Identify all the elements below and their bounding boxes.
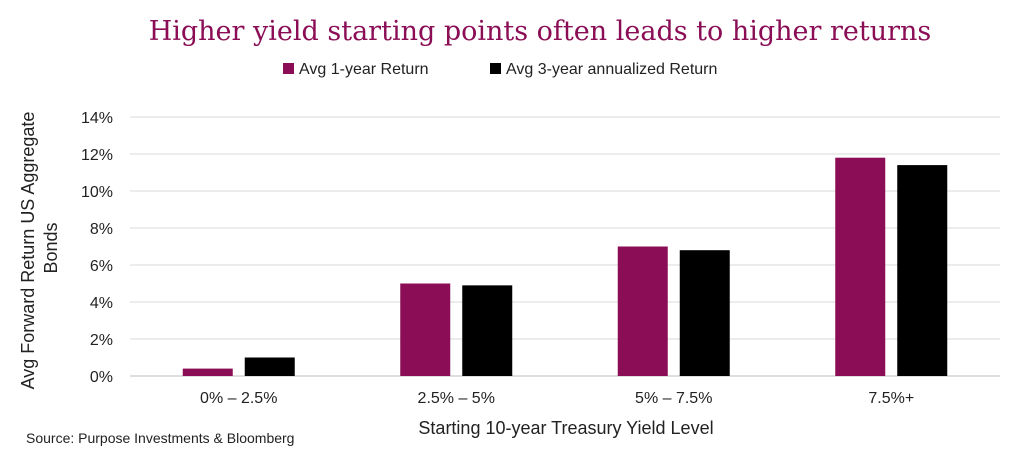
x-axis-title: Starting 10-year Treasury Yield Level [418,418,713,438]
chart-title: Higher yield starting points often leads… [149,16,932,47]
y-tick-label: 4% [90,295,113,312]
bar-1yr [617,246,668,376]
y-tick-label: 12% [81,147,113,164]
y-tick-label: 0% [90,369,113,386]
y-tick-label: 6% [90,258,113,275]
y-tick-label: 8% [90,221,113,238]
legend-label-3yr: Avg 3-year annualized Return [506,61,717,78]
bar-3yr [462,285,513,376]
source-note: Source: Purpose Investments & Bloomberg [26,430,294,446]
y-axis-title-line-1: Avg Forward Return US Aggregate [18,112,38,390]
x-tick-label: 2.5% – 5% [418,390,495,407]
y-tick-label: 2% [90,332,113,349]
bar-1yr [835,157,886,376]
x-tick-label: 0% – 2.5% [200,390,277,407]
legend-swatch-3yr [490,63,501,74]
bar-3yr [244,357,295,376]
bar-3yr [679,250,730,376]
x-tick-label: 7.5%+ [868,390,914,407]
legend: Avg 1-year Return Avg 3-year annualized … [283,61,717,78]
x-tick-label: 5% – 7.5% [635,390,712,407]
bar-3yr [897,165,948,376]
y-axis-title: Avg Forward Return US Aggregate Bonds [18,107,61,390]
gridlines [130,116,1000,377]
bar-1yr [400,283,451,376]
y-tick-label: 14% [81,110,113,127]
legend-swatch-1yr [283,63,294,74]
y-axis-ticks: 0% 2% 4% 6% 8% 10% 12% 14% [81,110,113,386]
y-tick-label: 10% [81,184,113,201]
bars [182,157,948,376]
x-axis-ticks: 0% – 2.5% 2.5% – 5% 5% – 7.5% 7.5%+ [200,390,914,407]
legend-label-1yr: Avg 1-year Return [299,61,429,78]
bar-1yr [182,368,233,376]
y-axis-title-line-2: Bonds [41,222,61,273]
